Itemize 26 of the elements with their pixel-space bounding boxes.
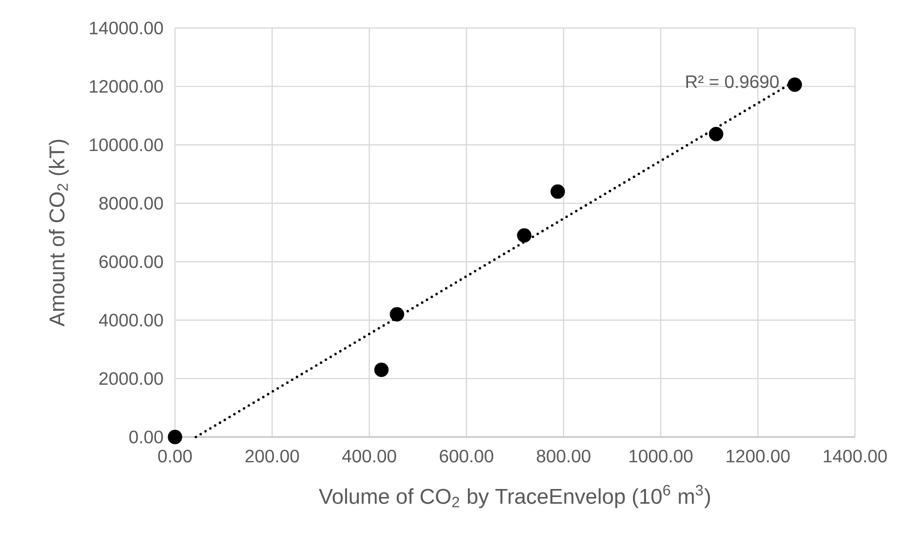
point xyxy=(517,228,532,243)
x-tick-label: 600.00 xyxy=(440,450,494,462)
x-tick-label: 1000.00 xyxy=(630,450,693,462)
x-tick-label: 0.00 xyxy=(158,450,192,462)
y-tick-label: 8000.00 xyxy=(99,196,163,210)
point xyxy=(374,362,389,378)
point xyxy=(390,307,404,322)
x-tick-label: 800.00 xyxy=(536,450,590,462)
y-axis-title: Amount of CO$_{2}$ (kT) xyxy=(48,140,69,326)
y-tick-label: 12000.00 xyxy=(90,80,163,93)
x-tick-label: 200.00 xyxy=(246,450,299,462)
x-tick-label: 1200.00 xyxy=(726,450,790,462)
y-tick-label: 6000.00 xyxy=(99,255,163,268)
x-tick-label: 1400.00 xyxy=(824,450,887,462)
x-tick-label: 400.00 xyxy=(342,450,396,462)
y-tick-label: 4000.00 xyxy=(98,314,163,327)
y-tick-label: 14000.00 xyxy=(90,22,163,34)
point xyxy=(550,184,565,199)
x-axis-title: Volume of CO$_{2}$ by TraceEnvelop (10$^{6}$ m$^{3}$) xyxy=(318,484,710,508)
y-tick-label: 2000.00 xyxy=(99,372,163,385)
annotation: R² = 0.9690 xyxy=(686,75,779,88)
point xyxy=(168,430,182,444)
point xyxy=(708,126,724,142)
point xyxy=(788,77,802,92)
y-tick-label: 10000.00 xyxy=(90,138,163,152)
y-tick-label: 0.00 xyxy=(129,430,163,444)
